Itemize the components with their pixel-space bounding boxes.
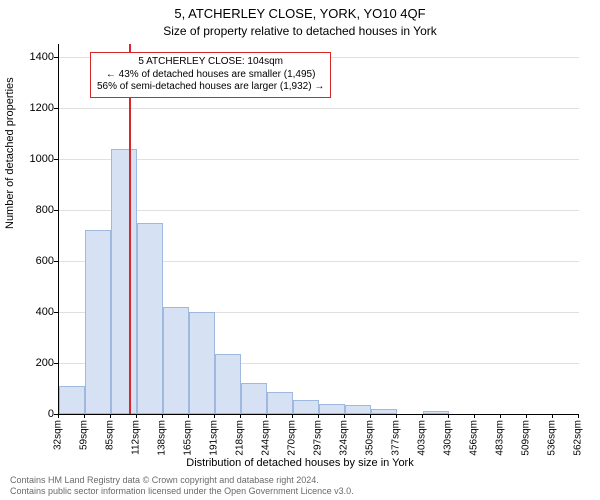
x-tick-mark <box>240 414 241 418</box>
x-tick-label: 377sqm <box>391 420 402 456</box>
x-tick-label: 562sqm <box>573 420 584 456</box>
x-tick-label: 59sqm <box>79 420 90 450</box>
histogram-bar <box>371 409 397 414</box>
histogram-bar <box>423 411 449 414</box>
x-tick-mark <box>292 414 293 418</box>
x-tick-label: 85sqm <box>105 420 116 450</box>
footer-line-2: Contains public sector information licen… <box>10 486 354 497</box>
x-tick-mark <box>448 414 449 418</box>
gridline <box>59 210 579 211</box>
x-tick-label: 244sqm <box>261 420 272 456</box>
x-tick-label: 191sqm <box>209 420 220 456</box>
histogram-bar <box>163 307 189 414</box>
x-tick-label: 483sqm <box>495 420 506 456</box>
y-tick-mark <box>54 108 58 109</box>
histogram-bar <box>293 400 319 414</box>
histogram-bar <box>189 312 215 414</box>
y-tick-mark <box>54 210 58 211</box>
histogram-bar <box>319 404 345 414</box>
histogram-bar <box>85 230 111 414</box>
x-tick-label: 218sqm <box>235 420 246 456</box>
y-tick-mark <box>54 312 58 313</box>
x-tick-mark <box>552 414 553 418</box>
x-tick-label: 165sqm <box>183 420 194 456</box>
gridline <box>59 108 579 109</box>
chart-subtitle: Size of property relative to detached ho… <box>0 24 600 38</box>
y-tick-label: 0 <box>14 408 54 420</box>
gridline <box>59 159 579 160</box>
x-tick-mark <box>214 414 215 418</box>
x-tick-mark <box>474 414 475 418</box>
x-tick-mark <box>422 414 423 418</box>
x-tick-mark <box>136 414 137 418</box>
y-tick-mark <box>54 57 58 58</box>
x-tick-label: 456sqm <box>469 420 480 456</box>
y-tick-mark <box>54 261 58 262</box>
y-tick-label: 400 <box>14 306 54 318</box>
x-tick-label: 112sqm <box>131 420 142 455</box>
annotation-line-1: 5 ATCHERLEY CLOSE: 104sqm <box>97 56 324 69</box>
x-tick-label: 430sqm <box>443 420 454 456</box>
histogram-bar <box>137 223 163 414</box>
chart-container: 5, ATCHERLEY CLOSE, YORK, YO10 4QF Size … <box>0 0 600 500</box>
y-tick-label: 600 <box>14 255 54 267</box>
annotation-line-3: 56% of semi-detached houses are larger (… <box>97 81 324 94</box>
x-tick-mark <box>162 414 163 418</box>
y-tick-mark <box>54 363 58 364</box>
property-marker-line <box>129 44 131 414</box>
x-tick-mark <box>370 414 371 418</box>
histogram-bar <box>267 392 293 414</box>
x-tick-label: 324sqm <box>339 420 350 456</box>
x-tick-label: 32sqm <box>53 420 64 450</box>
x-tick-label: 536sqm <box>547 420 558 456</box>
x-tick-label: 403sqm <box>417 420 428 456</box>
y-tick-label: 200 <box>14 357 54 369</box>
x-tick-mark <box>526 414 527 418</box>
x-tick-mark <box>578 414 579 418</box>
x-tick-mark <box>58 414 59 418</box>
x-tick-label: 509sqm <box>521 420 532 456</box>
y-tick-label: 1400 <box>14 51 54 63</box>
x-tick-mark <box>344 414 345 418</box>
y-tick-label: 1200 <box>14 102 54 114</box>
footer-line-1: Contains HM Land Registry data © Crown c… <box>10 475 354 486</box>
x-tick-label: 138sqm <box>157 420 168 456</box>
plot-area <box>58 44 579 415</box>
chart-footer: Contains HM Land Registry data © Crown c… <box>10 475 354 497</box>
x-tick-label: 270sqm <box>287 420 298 456</box>
x-axis-label: Distribution of detached houses by size … <box>0 457 600 469</box>
histogram-bar <box>111 149 137 414</box>
y-tick-label: 1000 <box>14 153 54 165</box>
histogram-bar <box>215 354 241 414</box>
x-tick-mark <box>84 414 85 418</box>
x-tick-mark <box>266 414 267 418</box>
x-tick-mark <box>500 414 501 418</box>
x-tick-label: 297sqm <box>313 420 324 456</box>
x-tick-mark <box>110 414 111 418</box>
chart-title: 5, ATCHERLEY CLOSE, YORK, YO10 4QF <box>0 6 600 21</box>
histogram-bar <box>241 383 267 414</box>
x-tick-mark <box>396 414 397 418</box>
x-tick-label: 350sqm <box>365 420 376 456</box>
histogram-bar <box>345 405 371 414</box>
x-tick-mark <box>318 414 319 418</box>
y-tick-mark <box>54 159 58 160</box>
annotation-box: 5 ATCHERLEY CLOSE: 104sqm ← 43% of detac… <box>90 52 331 98</box>
x-tick-mark <box>188 414 189 418</box>
histogram-bar <box>59 386 85 414</box>
y-tick-label: 800 <box>14 204 54 216</box>
annotation-line-2: ← 43% of detached houses are smaller (1,… <box>97 69 324 82</box>
